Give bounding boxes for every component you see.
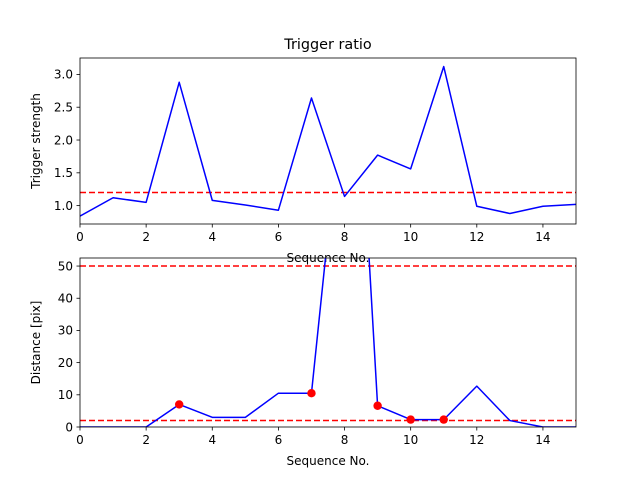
x-tick-label: 6 xyxy=(275,433,283,447)
y-tick-label: 3.0 xyxy=(54,68,73,82)
plot-frame xyxy=(79,57,577,225)
plot-area xyxy=(80,258,576,427)
plot-area xyxy=(80,65,576,217)
x-tick-label: 10 xyxy=(403,433,418,447)
data-point-marker xyxy=(406,415,415,424)
y-tick-label: 20 xyxy=(58,356,73,370)
x-tick-label: 12 xyxy=(469,433,484,447)
x-tick-label: 4 xyxy=(208,230,216,244)
distance-plot: 0 2 4 6 8 10 12 14 0 10 20 30 40 50 Sequence No. Distan… xyxy=(29,257,577,468)
x-tick-label: 12 xyxy=(469,230,484,244)
data-point-marker xyxy=(307,389,316,398)
y-tick-label: 30 xyxy=(58,324,73,338)
y-tick-label: 10 xyxy=(58,388,73,402)
x-tick-label: 0 xyxy=(76,433,84,447)
x-tick-label: 6 xyxy=(275,230,283,244)
x-tick-label: 10 xyxy=(403,230,418,244)
series-line xyxy=(80,258,576,427)
x-tick-label: 8 xyxy=(341,230,349,244)
plot-frame xyxy=(79,257,577,428)
y-tick-label: 0 xyxy=(65,420,73,434)
y-tick-label: 2.0 xyxy=(54,133,73,147)
y-tick-label: 50 xyxy=(58,259,73,273)
x-tick-label: 4 xyxy=(208,433,216,447)
y-tick-label: 1.5 xyxy=(54,166,73,180)
y-tick-label: 40 xyxy=(58,292,73,306)
x-tick-label: 0 xyxy=(76,230,84,244)
y-tick-label: 1.0 xyxy=(54,199,73,213)
x-axis-label: Sequence No. xyxy=(287,454,370,468)
chart-title: Trigger ratio xyxy=(283,37,372,53)
y-tick-label: 2.5 xyxy=(54,101,73,115)
data-point-marker xyxy=(175,400,184,409)
y-axis-label: Distance [pix] xyxy=(29,301,43,385)
x-tick-label: 2 xyxy=(142,230,150,244)
data-point-marker xyxy=(439,415,448,424)
y-axis-label: Trigger strength xyxy=(29,93,43,190)
x-tick-label: 8 xyxy=(341,433,349,447)
x-tick-label: 14 xyxy=(535,230,550,244)
x-tick-label: 2 xyxy=(142,433,150,447)
data-point-marker xyxy=(373,401,382,410)
series-line xyxy=(80,65,576,217)
x-tick-label: 14 xyxy=(535,433,550,447)
